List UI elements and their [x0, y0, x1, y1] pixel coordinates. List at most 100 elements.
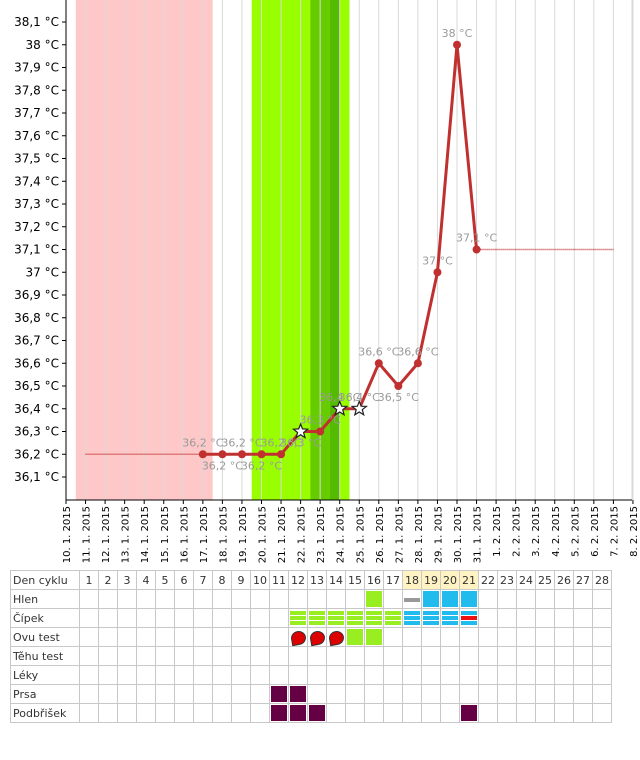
- day-cell: [478, 627, 498, 647]
- stripe: [290, 616, 306, 620]
- day-cell: [497, 608, 517, 628]
- day-number: 13: [307, 570, 327, 590]
- day-cell: [212, 684, 232, 704]
- y-tick-label: 37,4 °C: [14, 174, 59, 188]
- day-cell: [155, 646, 175, 666]
- day-number: 15: [345, 570, 365, 590]
- data-label: 36,2 °C: [241, 459, 282, 472]
- day-cell: [155, 703, 175, 723]
- day-number: 26: [554, 570, 574, 590]
- day-cell: [592, 684, 612, 704]
- y-tick-label: 36,6 °C: [14, 356, 59, 370]
- day-cell: [535, 646, 555, 666]
- day-cell: [402, 684, 422, 704]
- x-tick-label: 17. 1. 2015: [199, 506, 210, 563]
- day-cell: [478, 646, 498, 666]
- day-cell: [250, 646, 270, 666]
- y-tick-labels: 36,1 °C 36,2 °C 36,3 °C 36,4 °C 36,5 °C 36,6 …: [14, 15, 66, 484]
- data-labels: 36,2 °C36,2 °C36,2 °C36,2 °C36,2 °C36,3 …: [182, 27, 497, 473]
- purple-square: [271, 686, 287, 702]
- day-cell: [231, 665, 251, 685]
- day-cell: [288, 589, 308, 609]
- day-cell: [440, 627, 460, 647]
- data-label: 36,3 °C: [280, 437, 321, 450]
- day-cell: [535, 684, 555, 704]
- day-cell: [326, 589, 346, 609]
- cell-mark: [289, 628, 308, 647]
- day-cell: [421, 665, 441, 685]
- star-marker: [350, 399, 369, 417]
- day-cell: [573, 608, 593, 628]
- day-cell: [174, 589, 194, 609]
- day-cell: [573, 646, 593, 666]
- leky-row: Léky: [10, 665, 612, 685]
- cell-mark: [441, 609, 459, 627]
- day-cell: [174, 703, 194, 723]
- day-cell: [497, 665, 517, 685]
- day-number: 16: [364, 570, 384, 590]
- day-cell: [98, 646, 118, 666]
- day-number: 4: [136, 570, 156, 590]
- y-tick-label: 37,2 °C: [14, 220, 59, 234]
- day-cell: [364, 608, 384, 628]
- day-cell: [155, 589, 175, 609]
- day-cell: [98, 684, 118, 704]
- cell-mark: [365, 609, 383, 627]
- cell-mark: [270, 685, 288, 703]
- x-tick-label: 5. 2. 2015: [570, 506, 581, 557]
- day-cell: [478, 665, 498, 685]
- day-cell: [193, 627, 213, 647]
- data-label: 36,6 °C: [397, 345, 438, 358]
- x-tick-label: 6. 2. 2015: [590, 506, 601, 557]
- day-cell: [516, 665, 536, 685]
- day-cell: [497, 646, 517, 666]
- day-number: 24: [516, 570, 536, 590]
- y-tick-label: 38 °C: [26, 38, 59, 52]
- day-cell: [440, 589, 460, 609]
- day-cell: [383, 665, 403, 685]
- grey-bar: [404, 598, 420, 602]
- stripe: [366, 611, 382, 615]
- day-number: 17: [383, 570, 403, 590]
- day-cell: [193, 646, 213, 666]
- stripe: [309, 616, 325, 620]
- day-cell: [364, 665, 384, 685]
- day-cell: [383, 589, 403, 609]
- day-cell: [345, 589, 365, 609]
- day-cell: [155, 627, 175, 647]
- day-cell: [478, 608, 498, 628]
- day-number: 7: [193, 570, 213, 590]
- day-cell: [117, 646, 137, 666]
- x-tick-label: 16. 1. 2015: [179, 506, 190, 563]
- data-label: 37,1 °C: [456, 232, 497, 245]
- day-cell: [250, 627, 270, 647]
- cell-mark: [365, 628, 383, 646]
- x-tick-label: 31. 1. 2015: [473, 506, 484, 563]
- day-cell: [326, 703, 346, 723]
- day-cell: [497, 703, 517, 723]
- data-label: 38 °C: [442, 27, 473, 40]
- day-cell: [231, 608, 251, 628]
- day-cell: [288, 608, 308, 628]
- tehu-test-row: Těhu test: [10, 646, 612, 666]
- x-tick-label: 19. 1. 2015: [238, 506, 249, 563]
- day-cell: [535, 627, 555, 647]
- ovu-test-icon: [327, 629, 346, 647]
- day-cell: [592, 703, 612, 723]
- day-cell: [307, 665, 327, 685]
- purple-square: [290, 686, 306, 702]
- day-cell: [117, 627, 137, 647]
- day-cell: [459, 684, 479, 704]
- day-cell: [79, 665, 99, 685]
- y-tick-label: 37,3 °C: [14, 197, 59, 211]
- stripe: [423, 616, 439, 620]
- day-cell: [174, 665, 194, 685]
- podbrisek-row: Podbřišek: [10, 703, 612, 723]
- temperature-chart: 36,1 °C36,2 °C36,3 °C36,4 °C36,5 °C36,6 …: [14, 0, 640, 563]
- day-number: 12: [288, 570, 308, 590]
- row-label: Den cyklu: [10, 570, 80, 590]
- x-tick-label: 4. 2. 2015: [551, 506, 562, 557]
- day-cell: [288, 627, 308, 647]
- day-cell: [136, 703, 156, 723]
- y-tick-label: 37,9 °C: [14, 61, 59, 75]
